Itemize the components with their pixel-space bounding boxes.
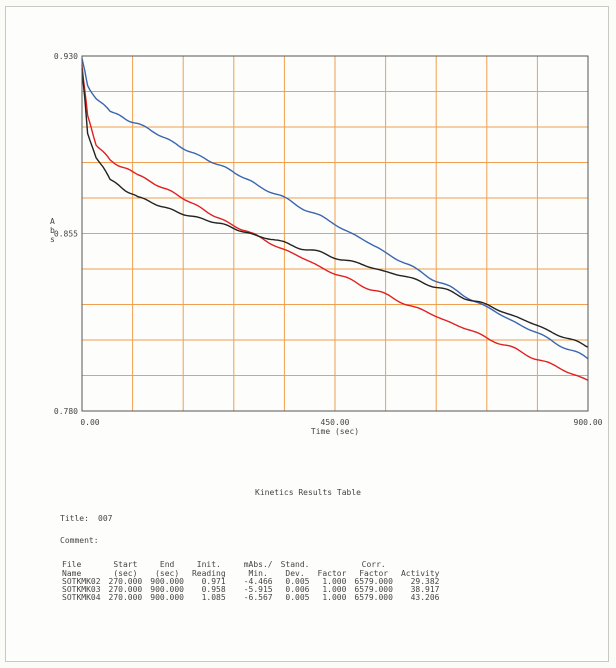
table-cell: 0.971 — [201, 577, 226, 586]
table-cell: SOTKMK03 — [62, 585, 101, 594]
x-axis-label: Time (sec) — [311, 427, 359, 436]
series-line-3 — [81, 68, 589, 348]
table-cell: 1.000 — [322, 585, 347, 594]
series-line-1 — [81, 58, 589, 360]
table-cell: SOTKMK02 — [62, 577, 101, 586]
table-cell: 6579.000 — [354, 577, 393, 586]
results-header-row: File Name Start (sec) End (sec) Init. Readin… — [58, 560, 443, 578]
table-row: SOTKMK02 270.000 900.000 0.971 -4.466 0.005 1.… — [58, 578, 443, 586]
header-stand-dev: Stand. Dev. — [280, 560, 310, 578]
table-cell: 0.005 — [285, 577, 310, 586]
table-cell: 1.085 — [201, 593, 226, 602]
table-cell: 270.000 — [108, 585, 143, 594]
table-cell: 6579.000 — [354, 585, 393, 594]
table-cell: -4.466 — [243, 577, 273, 586]
header-file-name: File Name — [62, 560, 82, 578]
header-factor: Factor — [317, 569, 347, 578]
table-cell: 38.917 — [410, 585, 440, 594]
header-corr-factor: Corr. Factor — [359, 560, 389, 578]
header-activity: Activity — [400, 569, 440, 578]
title-label: Title: — [60, 514, 89, 523]
header-init-reading: Init. Reading — [191, 560, 226, 578]
table-cell: 1.000 — [322, 593, 347, 602]
table-cell: 43.206 — [410, 593, 440, 602]
table-cell: 900.000 — [150, 577, 184, 586]
y-tick-label: 0.855 — [54, 230, 78, 239]
table-cell: 0.005 — [285, 593, 310, 602]
results-table-title: Kinetics Results Table — [255, 488, 361, 497]
y-tick-label: 0.780 — [54, 407, 78, 416]
title-value: 007 — [98, 514, 113, 523]
table-cell: 900.000 — [150, 585, 184, 594]
comment-label: Comment: — [60, 536, 99, 545]
table-cell: SOTKMK04 — [62, 593, 101, 602]
table-cell: -5.915 — [243, 585, 273, 594]
table-cell: 29.382 — [410, 577, 440, 586]
table-cell: 900.000 — [150, 593, 184, 602]
results-table: File Name Start (sec) End (sec) Init. Readin… — [58, 560, 443, 602]
printout-frame — [5, 6, 609, 662]
table-row: SOTKMK04 270.000 900.000 1.085 -6.567 0.005 1.… — [58, 594, 443, 602]
table-cell: 0.958 — [201, 585, 226, 594]
header-start: Start (sec) — [113, 560, 138, 578]
table-cell: 270.000 — [108, 593, 143, 602]
table-cell: 6579.000 — [354, 593, 393, 602]
x-tick-label: 450.00 — [321, 418, 350, 427]
y-tick-label: 0.930 — [54, 52, 78, 61]
table-cell: 0.006 — [285, 585, 310, 594]
chart-grid — [82, 56, 588, 411]
header-end: End (sec) — [155, 560, 180, 578]
table-cell: 1.000 — [322, 577, 347, 586]
table-cell: -6.567 — [243, 593, 273, 602]
header-mabs-min: mAbs./Min. — [243, 560, 273, 578]
plot-border — [81, 55, 589, 412]
table-row: SOTKMK03 270.000 900.000 0.958 -5.915 0.006 1.… — [58, 586, 443, 594]
chart-series — [81, 58, 589, 381]
table-cell: 270.000 — [108, 577, 143, 586]
x-tick-label: 0.00 — [80, 418, 99, 427]
x-tick-label: 900.00 — [574, 418, 603, 427]
series-line-2 — [81, 64, 589, 381]
